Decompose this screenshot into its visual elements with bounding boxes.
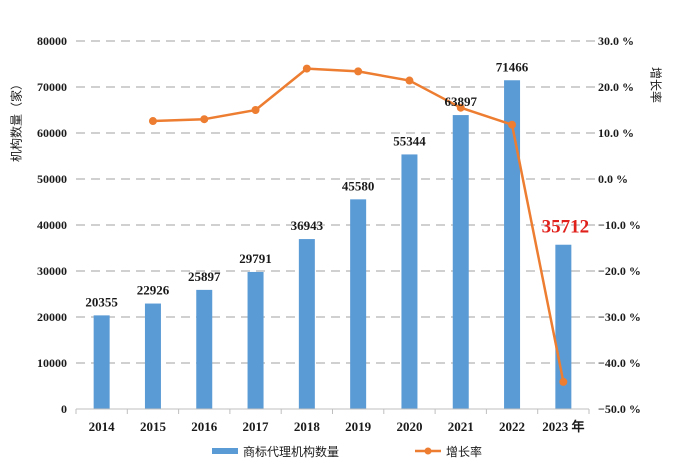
x-tick-label: 2022	[499, 419, 525, 434]
right-tick-label: −50.0 %	[598, 402, 641, 416]
bar-data-label: 55344	[393, 133, 426, 148]
x-tick-label: 2016	[191, 419, 218, 434]
left-tick-label: 60000	[37, 126, 67, 140]
left-tick-label: 80000	[37, 34, 67, 48]
bar	[196, 289, 213, 409]
legend-line-label: 增长率	[446, 444, 482, 459]
bar-series	[93, 80, 572, 410]
left-tick-label: 40000	[37, 218, 67, 232]
right-tick-label: −30.0 %	[598, 310, 641, 324]
growth-point	[200, 115, 209, 124]
left-tick-label: 10000	[37, 356, 67, 370]
legend-bar-label: 商标代理机构数量	[243, 444, 339, 459]
bar-data-labels: 20355 22926 25897 29791 36943 45580 55344 63897…	[85, 59, 589, 309]
legend-bar-swatch	[212, 448, 238, 454]
growth-point	[354, 67, 363, 76]
bar-data-label: 63897	[445, 94, 478, 109]
x-tick-label: 2020	[396, 419, 422, 434]
bar	[93, 315, 110, 409]
bar-data-label: 36943	[291, 218, 324, 233]
x-tick-label: 2014	[89, 419, 116, 434]
bar-data-label: 45580	[342, 178, 375, 193]
right-tick-label: −10.0 %	[598, 218, 641, 232]
right-axis-title: 增长率	[649, 67, 664, 103]
legend: 商标代理机构数量 增长率	[212, 444, 482, 459]
growth-point	[148, 117, 157, 126]
left-tick-label: 0	[61, 402, 67, 416]
growth-point	[302, 64, 311, 73]
legend-line-marker	[424, 447, 432, 455]
left-y-axis: 0 10000 20000 30000 40000 50000 60000 70000 8000…	[37, 34, 67, 416]
bar	[504, 80, 521, 409]
bar	[350, 199, 367, 409]
growth-point	[456, 103, 465, 112]
growth-point	[405, 76, 414, 85]
right-tick-label: 0.0 %	[598, 172, 628, 186]
right-y-axis: −50.0 % −40.0 % −30.0 % −20.0 % −10.0 % 0.0 %…	[598, 34, 641, 416]
bar-data-label: 20355	[85, 294, 118, 309]
bar-data-label: 25897	[188, 269, 221, 284]
bar	[452, 115, 469, 410]
x-tick-label: 2021	[448, 419, 474, 434]
line-series	[148, 64, 568, 386]
right-tick-label: −40.0 %	[598, 356, 641, 370]
x-axis: 2014 2015 2016 2017 2018 2019 2020 2021 2022 2023…	[75, 408, 590, 434]
x-tick-label: 2017	[243, 419, 270, 434]
x-tick-label: 2019	[345, 419, 372, 434]
bar-data-label: 71466	[496, 59, 529, 74]
bar-data-label: 29791	[239, 251, 272, 266]
left-tick-label: 50000	[37, 172, 67, 186]
gridlines	[76, 40, 597, 364]
left-tick-label: 30000	[37, 264, 67, 278]
left-axis-title: 机构数量（家）	[9, 78, 24, 162]
bar	[401, 154, 418, 409]
bar	[298, 239, 315, 409]
x-tick-label: 2018	[294, 419, 321, 434]
right-tick-label: 30.0 %	[598, 34, 634, 48]
growth-point	[251, 106, 260, 114]
bar-data-label: 22926	[137, 283, 170, 298]
legend-item-bars[interactable]: 商标代理机构数量	[212, 444, 339, 459]
left-tick-label: 70000	[37, 80, 67, 94]
bar-data-label-highlight: 35712	[542, 217, 590, 238]
bar	[247, 271, 264, 409]
x-tick-label: 2023 年	[542, 419, 584, 434]
right-tick-label: 10.0 %	[598, 126, 634, 140]
growth-point	[508, 120, 517, 129]
right-tick-label: −20.0 %	[598, 264, 641, 278]
right-tick-label: 20.0 %	[598, 80, 634, 94]
bar	[144, 303, 161, 409]
growth-point	[559, 377, 568, 386]
left-tick-label: 20000	[37, 310, 67, 324]
legend-item-line[interactable]: 增长率	[415, 444, 482, 459]
x-tick-label: 2015	[140, 419, 167, 434]
